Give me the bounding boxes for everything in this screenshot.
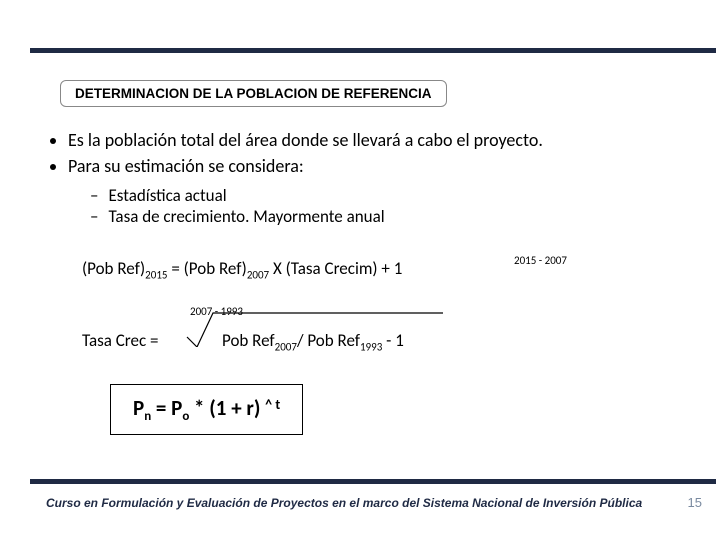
radicand: Pob Ref2007/ Pob Ref1993 - 1	[222, 330, 404, 353]
f1-rhs1-sub: 2007	[247, 268, 269, 281]
fb-eqp: = P	[151, 395, 182, 421]
page-number: 15	[688, 495, 702, 510]
f1-mult: X (Tasa Crecim) + 1	[269, 258, 402, 279]
formula-tasa-crec-lhs: Tasa Crec =	[82, 330, 158, 351]
formula-pob-ref: (Pob Ref)2015 = (Pob Ref)2007 X (Tasa Cr…	[82, 258, 402, 281]
f1-exponent: 2015 - 2007	[514, 254, 567, 267]
formula-box: Pn = Po * (1 + r) ^ t	[110, 384, 303, 435]
fb-caret: ^	[265, 396, 275, 413]
rad-p2-sub: 1993	[360, 340, 382, 353]
content-area: Es la población total del área donde se …	[30, 128, 710, 227]
rad-p1-base: Pob Ref	[222, 330, 275, 351]
section-title: DETERMINACION DE LA POBLACION DE REFEREN…	[60, 80, 447, 107]
sub-bullet-2: Tasa de crecimiento. Mayormente anual	[90, 206, 710, 227]
main-bullets: Es la población total del área donde se …	[30, 128, 710, 179]
rad-p1-sub: 2007	[275, 340, 297, 353]
f1-lhs-base: (Pob Ref)	[82, 258, 145, 279]
top-rule	[30, 48, 716, 53]
rad-p2-base: Pob Ref	[307, 330, 360, 351]
fb-mid: * (1 + r)	[189, 395, 265, 421]
fb-t: t	[275, 396, 280, 413]
bottom-rule	[30, 479, 716, 484]
rad-tail: - 1	[382, 330, 404, 351]
bullet-2: Para su estimación se considera:	[68, 154, 710, 178]
rad-slash: /	[297, 330, 307, 351]
bullet-1: Es la población total del área donde se …	[68, 128, 710, 152]
f1-eq: =	[167, 258, 183, 279]
sub-bullet-1: Estadística actual	[90, 185, 710, 206]
f1-rhs1-base: (Pob Ref)	[184, 258, 247, 279]
sub-bullets: Estadística actual Tasa de crecimiento. …	[30, 185, 710, 227]
footer-text: Curso en Formulación y Evaluación de Pro…	[46, 496, 642, 510]
fb-p: P	[133, 395, 144, 421]
root-index: 2007 - 1993	[190, 305, 243, 318]
f1-lhs-sub: 2015	[145, 268, 167, 281]
